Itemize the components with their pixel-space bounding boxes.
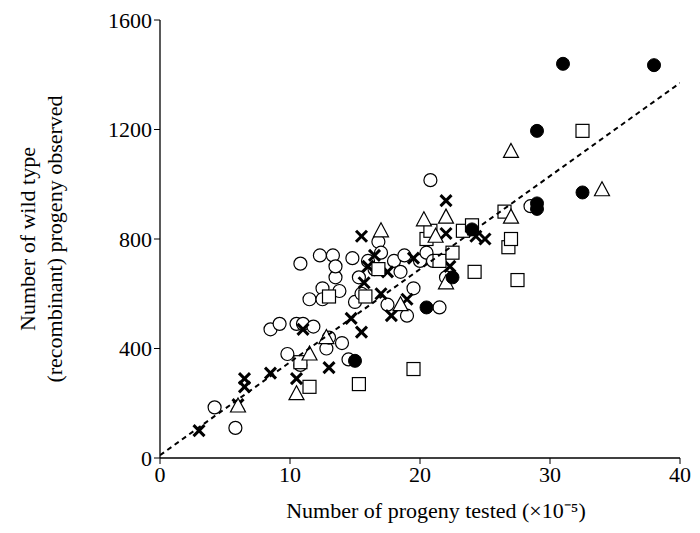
svg-text:10: 10 — [279, 462, 301, 487]
svg-text:30: 30 — [539, 462, 561, 487]
svg-text:20: 20 — [409, 462, 431, 487]
svg-text:0: 0 — [141, 446, 152, 471]
svg-text:1600: 1600 — [108, 8, 152, 33]
svg-text:1200: 1200 — [108, 117, 152, 142]
svg-text:400: 400 — [119, 336, 152, 361]
svg-text:0: 0 — [155, 462, 166, 487]
svg-text:40: 40 — [669, 462, 691, 487]
svg-text:800: 800 — [119, 227, 152, 252]
svg-text:Number of wild type: Number of wild type — [15, 147, 40, 331]
svg-text:(recombinant) progeny observed: (recombinant) progeny observed — [42, 95, 67, 382]
svg-text:Number of progeny tested (×10⁻: Number of progeny tested (×10⁻⁵) — [286, 498, 586, 523]
